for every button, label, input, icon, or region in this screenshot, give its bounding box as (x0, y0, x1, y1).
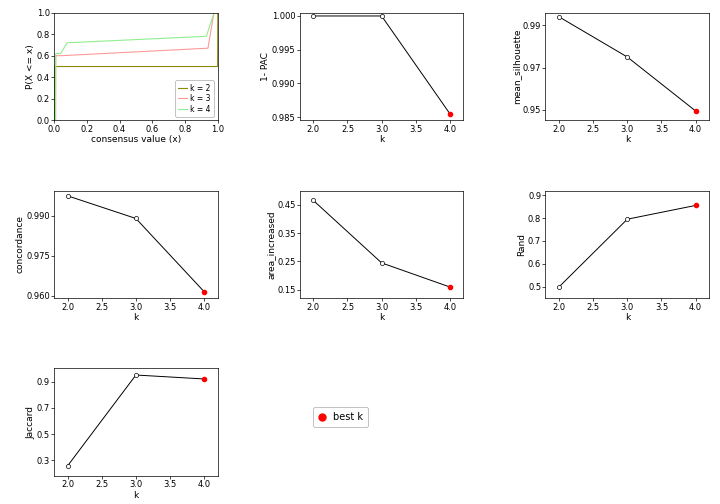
Y-axis label: Jaccard: Jaccard (26, 406, 35, 439)
Legend: best k: best k (312, 407, 368, 427)
X-axis label: k: k (133, 313, 138, 322)
Y-axis label: mean_silhouette: mean_silhouette (513, 29, 521, 104)
X-axis label: k: k (625, 135, 630, 144)
Y-axis label: concordance: concordance (16, 215, 24, 274)
Y-axis label: Rand: Rand (518, 233, 526, 256)
Y-axis label: P(X <= x): P(X <= x) (26, 44, 35, 89)
X-axis label: k: k (379, 135, 384, 144)
Legend: k = 2, k = 3, k = 4: k = 2, k = 3, k = 4 (175, 81, 214, 116)
X-axis label: consensus value (x): consensus value (x) (91, 135, 181, 144)
X-axis label: k: k (625, 313, 630, 322)
Y-axis label: 1- PAC: 1- PAC (261, 52, 271, 81)
Y-axis label: area_increased: area_increased (266, 210, 276, 279)
X-axis label: k: k (379, 313, 384, 322)
X-axis label: k: k (133, 491, 138, 500)
